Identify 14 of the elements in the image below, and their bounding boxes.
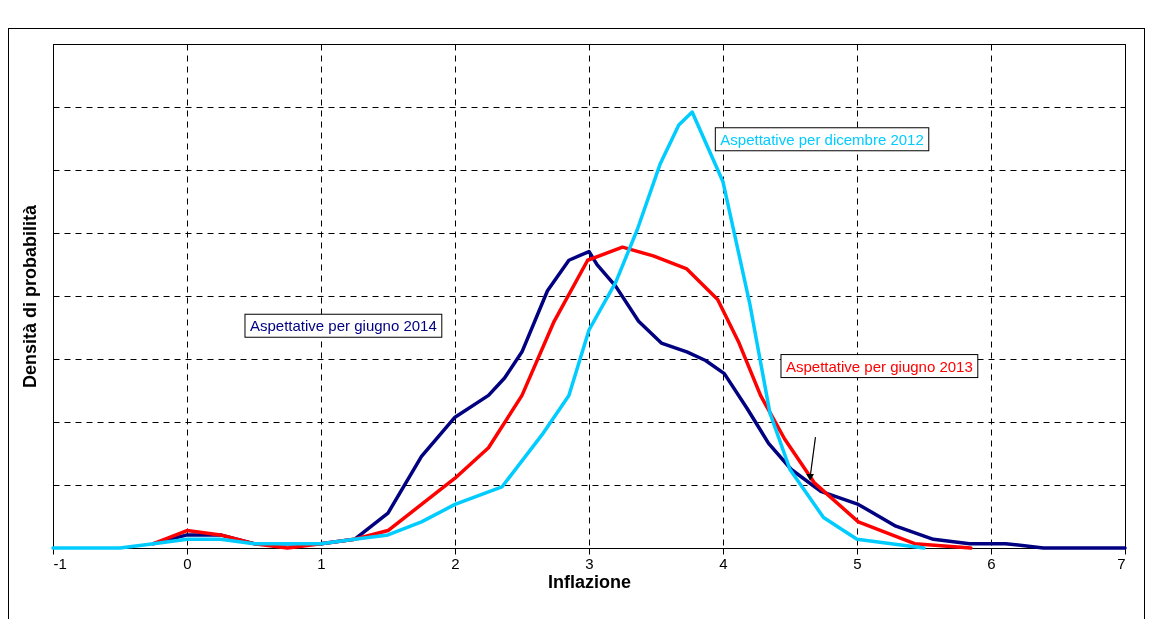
x-tick-label: 1 <box>317 554 326 572</box>
x-tick-label: 0 <box>183 554 192 572</box>
text: Aspettative per giugno 2013 <box>785 357 973 375</box>
x-tick-label: 2 <box>451 554 460 572</box>
x-axis-title: Inflazione <box>547 571 632 592</box>
x-tick-label: 6 <box>987 554 996 572</box>
series-label: Aspettative per dicembre 2012 <box>720 130 924 148</box>
y-axis-title: Densità di probabilità <box>19 204 40 389</box>
x-tick-label: 3 <box>585 554 594 572</box>
x-tick-label: -1 <box>53 554 67 572</box>
x-tick-label: 4 <box>719 554 728 572</box>
x-tick-label: 5 <box>853 554 862 572</box>
x-tick-label: 7 <box>1117 554 1126 572</box>
text: Aspettative per giugno 2014 <box>249 317 437 335</box>
